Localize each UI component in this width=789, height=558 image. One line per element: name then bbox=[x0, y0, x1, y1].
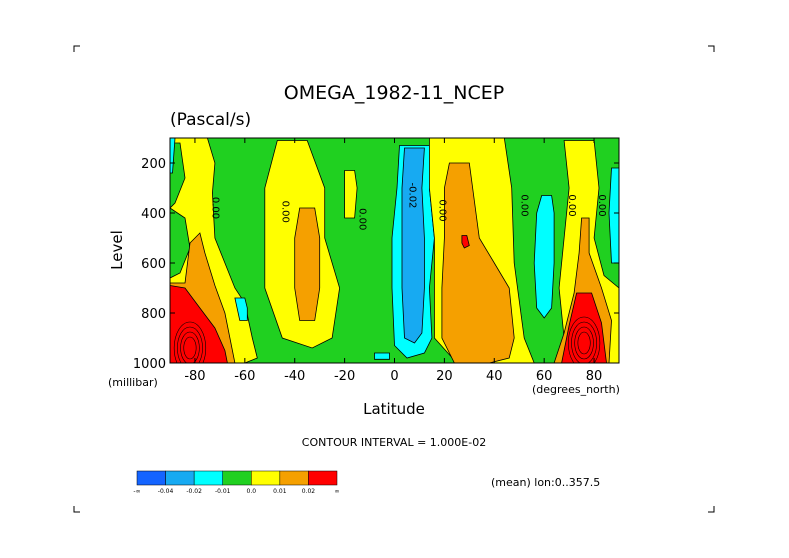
contour-region-neg1 bbox=[234, 297, 248, 321]
y-tick-label: 200 bbox=[141, 157, 166, 172]
contour-line bbox=[180, 331, 200, 363]
colorbar-label: 0.0 bbox=[247, 488, 257, 495]
contour-region-gt2 bbox=[561, 292, 607, 363]
contour-line bbox=[571, 321, 597, 363]
x-axis-ticks: -80 -60 -40 -20 0 20 40 60 80 bbox=[184, 138, 602, 384]
contour-fills bbox=[170, 138, 619, 363]
x-tick-label: -60 bbox=[234, 369, 255, 384]
contour-label: -0.02 bbox=[406, 183, 417, 209]
contour-region-1to2 bbox=[441, 162, 515, 363]
colorbar-label: -0.04 bbox=[158, 488, 174, 495]
contour-region-neg1 bbox=[533, 195, 555, 319]
x-tick-label: 40 bbox=[486, 369, 503, 384]
contour-label: 0.00 bbox=[436, 199, 447, 221]
contour-region-neg2 bbox=[401, 147, 425, 344]
x-tick-label: 60 bbox=[536, 369, 553, 384]
chart-units: (Pascal/s) bbox=[170, 110, 251, 130]
contour-line bbox=[173, 321, 207, 363]
y-axis-ticks: 200 400 600 800 1000 bbox=[133, 157, 619, 372]
x-unit-label: (degrees_north) bbox=[532, 383, 620, 396]
footnote: (mean) lon:0..357.5 bbox=[491, 476, 600, 489]
y-unit-label: (millibar) bbox=[108, 376, 158, 389]
x-tick-label: -20 bbox=[334, 369, 355, 384]
y-tick-label: 400 bbox=[141, 207, 166, 222]
colorbar-label: 0.01 bbox=[273, 488, 287, 495]
y-tick-label: 800 bbox=[141, 307, 166, 322]
contour-region-neg1 bbox=[374, 352, 390, 360]
plot-area: 0.00 0.00 0.00 -0.02 0.00 0.00 0.00 0.00 bbox=[169, 137, 620, 364]
colorbar-swatch bbox=[193, 470, 223, 486]
x-axis-label: Latitude bbox=[363, 400, 425, 418]
contour-interval: CONTOUR INTERVAL = 1.000E-02 bbox=[302, 436, 486, 449]
contour-label: 0.00 bbox=[279, 201, 290, 223]
contour-label: 0.00 bbox=[357, 208, 368, 230]
colorbar-swatch bbox=[165, 470, 195, 486]
y-tick-label: 600 bbox=[141, 257, 166, 272]
contour-label: 0.00 bbox=[566, 194, 577, 216]
contour-label: 0.00 bbox=[596, 194, 607, 216]
colorbar-label: ∞ bbox=[335, 488, 340, 495]
colorbar: -∞ -0.04 -0.02 -0.01 0.0 0.01 0.02 ∞ bbox=[133, 470, 340, 495]
contour-region-gt2 bbox=[461, 235, 470, 249]
contour-line bbox=[574, 326, 594, 360]
contour-labels: 0.00 0.00 0.00 -0.02 0.00 0.00 0.00 0.00 bbox=[209, 183, 607, 231]
x-tick-label: 80 bbox=[586, 369, 603, 384]
x-tick-label: -40 bbox=[284, 369, 305, 384]
colorbar-swatch bbox=[222, 470, 252, 486]
contour-region-1to2 bbox=[294, 207, 321, 321]
contour-line bbox=[177, 326, 203, 363]
colorbar-label: 0.02 bbox=[302, 488, 316, 495]
contour-line bbox=[567, 316, 601, 363]
x-tick-label: -80 bbox=[184, 369, 205, 384]
contour-line bbox=[577, 331, 591, 355]
corner-marks bbox=[73, 45, 715, 513]
colorbar-swatch bbox=[279, 470, 309, 486]
x-tick-label: 0 bbox=[390, 369, 398, 384]
colorbar-swatch bbox=[308, 470, 338, 486]
x-tick-label: 20 bbox=[436, 369, 453, 384]
colorbar-label: -0.01 bbox=[215, 488, 231, 495]
contour-label: 0.00 bbox=[209, 197, 220, 219]
contour-line bbox=[183, 336, 197, 360]
chart-title: OMEGA_1982-11_NCEP bbox=[284, 82, 504, 104]
colorbar-swatch bbox=[136, 470, 166, 486]
contour-region-neg1 bbox=[170, 138, 176, 174]
y-axis-label: Level bbox=[108, 230, 126, 270]
contour-region-neg0 bbox=[170, 207, 191, 279]
contour-region-0to1 bbox=[344, 170, 358, 219]
colorbar-label: -∞ bbox=[133, 488, 140, 495]
contour-label: 0.00 bbox=[519, 194, 530, 216]
colorbar-label: -0.02 bbox=[186, 488, 202, 495]
y-tick-label: 1000 bbox=[133, 357, 166, 372]
colorbar-swatch bbox=[251, 470, 281, 486]
contour-region-neg1 bbox=[608, 167, 619, 264]
